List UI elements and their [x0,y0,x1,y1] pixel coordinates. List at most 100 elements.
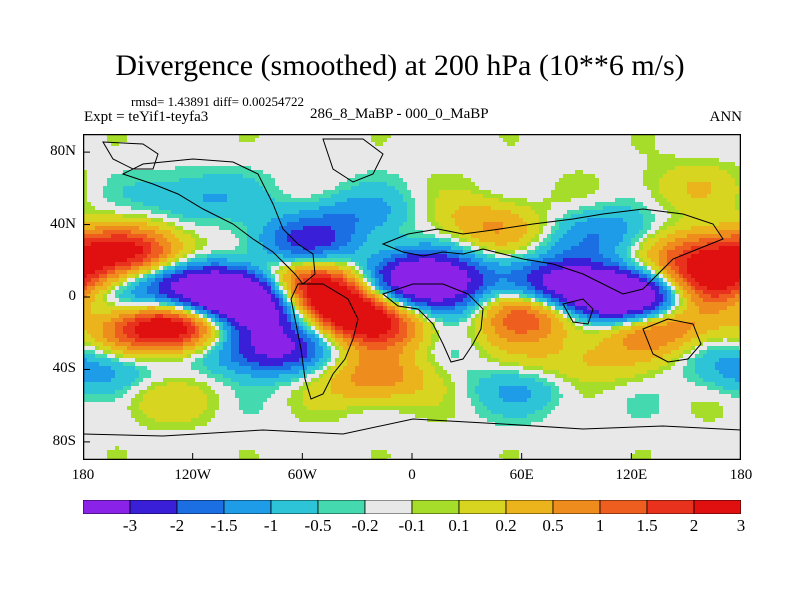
field-cell [591,186,596,191]
field-cell [87,182,92,187]
field-cell [663,198,668,203]
field-cell [387,194,392,199]
field-cell [735,226,740,231]
field-cell [555,190,560,195]
field-cell [531,178,536,183]
field-cell [679,230,684,235]
field-cell [383,234,388,239]
field-cell [579,190,584,195]
field-cell [167,162,172,167]
field-cell [279,134,284,139]
field-cell [507,182,512,187]
field-cell [687,226,692,231]
field-cell [691,170,696,175]
field-cell [615,162,620,167]
field-cell [611,158,616,163]
field-cell [183,186,188,191]
field-cell [159,206,164,211]
field-cell [435,242,440,247]
field-cell [727,206,732,211]
field-cell [155,186,160,191]
field-cell [447,174,452,179]
field-cell [491,210,496,215]
field-cell [243,186,248,191]
field-cell [551,162,556,167]
field-cell [663,166,668,171]
field-cell [735,214,740,219]
field-cell [375,210,380,215]
field-cell [687,158,692,163]
field-cell [251,226,256,231]
field-cell [571,250,576,255]
field-cell [203,174,208,179]
field-cell [195,242,200,247]
field-cell [607,246,612,251]
field-cell [627,162,632,167]
field-cell [115,202,120,207]
field-cell [519,250,524,255]
field-cell [519,202,524,207]
field-cell [507,202,512,207]
field-cell [647,222,652,227]
field-cell [723,214,728,219]
field-cell [639,182,644,187]
field-cell [327,234,332,239]
field-cell [203,186,208,191]
field-cell [603,134,608,139]
field-cell [279,234,284,239]
field-cell [503,218,508,223]
field-cell [615,198,620,203]
field-cell [423,182,428,187]
field-cell [91,174,96,179]
field-cell [191,186,196,191]
field-cell [315,194,320,199]
field-cell [163,170,168,175]
field-cell [255,166,260,171]
field-cell [447,194,452,199]
field-cell [311,186,316,191]
field-cell [363,210,368,215]
field-cell [235,254,240,259]
field-cell [539,162,544,167]
field-cell [559,234,564,239]
field-cell [675,134,680,139]
field-cell [251,166,256,171]
field-cell [299,230,304,235]
field-cell [727,250,732,255]
field-cell [331,162,336,167]
field-cell [475,238,480,243]
field-cell [335,234,340,239]
field-cell [239,154,244,159]
field-cell [159,226,164,231]
field-cell [683,182,688,187]
field-cell [575,210,580,215]
field-cell [415,210,420,215]
field-cell [699,158,704,163]
field-cell [343,250,348,255]
field-cell [227,214,232,219]
field-cell [591,166,596,171]
field-cell [279,150,284,155]
field-cell [535,146,540,151]
field-cell [575,146,580,151]
field-cell [531,190,536,195]
field-cell [99,138,104,143]
field-cell [307,202,312,207]
field-cell [83,170,88,175]
field-cell [543,186,548,191]
field-cell [211,246,216,251]
field-cell [675,214,680,219]
field-cell [87,214,92,219]
field-cell [615,190,620,195]
field-cell [567,166,572,171]
field-cell [431,222,436,227]
field-cell [159,218,164,223]
field-cell [643,150,648,155]
field-cell [111,226,116,231]
field-cell [535,234,540,239]
field-cell [243,174,248,179]
field-cell [203,194,208,199]
field-cell [735,250,740,255]
field-cell [695,146,700,151]
field-cell [727,230,732,235]
